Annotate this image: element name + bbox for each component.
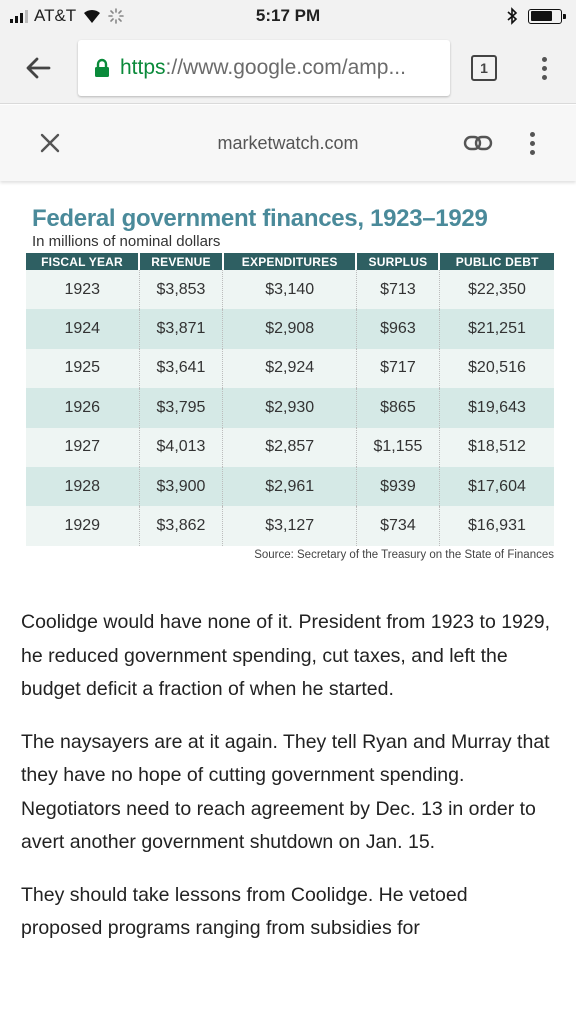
table-row: 1924 $3,871 $2,908 $963 $21,251 (26, 309, 554, 349)
url-text: https://www.google.com/amp... (120, 56, 406, 80)
table-cell: 1924 (26, 309, 140, 349)
column-header: PUBLIC DEBT (439, 253, 554, 270)
table-cell: $865 (356, 388, 440, 428)
url-rest: ://www.google.com/amp... (165, 56, 406, 79)
finance-table: FISCAL YEAR REVENUE EXPENDITURES SURPLUS PUB… (26, 253, 554, 546)
table-cell: $17,604 (439, 466, 554, 507)
table-cell: $19,643 (439, 388, 554, 428)
back-button[interactable] (20, 52, 56, 84)
browser-toolbar: https://www.google.com/amp... 1 (0, 32, 576, 104)
tab-switcher-icon[interactable]: 1 (471, 55, 497, 81)
article-paragraph: The naysayers are at it again. They tell… (21, 730, 550, 854)
table-row: 1923 $3,853 $3,140 $713 $22,350 (26, 270, 554, 310)
table-cell: $22,350 (439, 270, 554, 310)
lock-icon (95, 58, 109, 77)
amp-domain: marketwatch.com (217, 133, 359, 153)
tab-count: 1 (480, 60, 488, 76)
overflow-menu-icon[interactable] (532, 50, 556, 86)
table-cell: 1926 (26, 388, 140, 428)
table-cell: 1925 (26, 348, 140, 389)
table-cell: $3,900 (139, 466, 224, 507)
table-row: 1929 $3,862 $3,127 $734 $16,931 (26, 506, 554, 546)
table-cell: $2,908 (222, 309, 357, 349)
figure-source: Source: Secretary of the Treasury on the… (254, 548, 554, 561)
bluetooth-icon (507, 7, 518, 25)
table-cell: $3,795 (139, 388, 224, 428)
amp-overflow-menu-icon[interactable] (520, 125, 544, 161)
table-cell: $713 (356, 270, 440, 310)
loading-spinner-icon (108, 8, 124, 24)
battery-icon (528, 8, 566, 24)
figure-subtitle: In millions of nominal dollars (32, 233, 221, 250)
article-paragraph: Coolidge would have none of it. Presiden… (21, 611, 551, 700)
table-cell: $2,961 (222, 466, 357, 507)
table-cell: $3,862 (139, 506, 224, 546)
table-cell: $3,140 (222, 270, 357, 310)
back-arrow-icon (26, 57, 51, 79)
table-cell: 1927 (26, 427, 140, 467)
carrier-label: AT&T (34, 6, 77, 25)
table-cell: $1,155 (356, 427, 440, 467)
table-cell: $21,251 (439, 309, 554, 349)
address-bar[interactable]: https://www.google.com/amp... (78, 40, 450, 96)
table-cell: $2,930 (222, 388, 357, 428)
table-row: 1925 $3,641 $2,924 $717 $20,516 (26, 348, 554, 389)
clock: 5:17 PM (255, 6, 321, 25)
table-cell: $4,013 (139, 427, 224, 467)
table-cell: $18,512 (439, 427, 554, 467)
article-paragraph: They should take lessons from Coolidge. … (21, 883, 468, 940)
table-cell: $2,924 (222, 348, 357, 389)
table-row: 1928 $3,900 $2,961 $939 $17,604 (26, 466, 554, 507)
figure-title: Federal government finances, 1923–1929 (32, 205, 488, 232)
finance-table-figure: Federal government finances, 1923–1929 I… (26, 205, 554, 561)
table-row: 1926 $3,795 $2,930 $865 $19,643 (26, 388, 554, 428)
signal-strength-icon (10, 9, 28, 23)
table-cell: $3,853 (139, 270, 224, 310)
url-scheme: https (120, 56, 166, 79)
status-bar: AT&T 5:17 PM (0, 0, 576, 32)
table-cell: $16,931 (439, 506, 554, 546)
table-cell: $963 (356, 309, 440, 349)
amp-header: marketwatch.com (0, 105, 576, 181)
table-cell: $20,516 (439, 348, 554, 389)
table-cell: $3,127 (222, 506, 357, 546)
column-header: SURPLUS (356, 253, 441, 270)
table-cell: $717 (356, 348, 440, 389)
close-icon[interactable] (36, 129, 64, 157)
table-cell: $2,857 (222, 427, 357, 467)
column-header: REVENUE (139, 253, 224, 270)
column-header: FISCAL YEAR (26, 253, 141, 270)
table-cell: 1923 (26, 270, 140, 310)
table-cell: $3,641 (139, 348, 224, 389)
article-body: Coolidge would have none of it. Presiden… (21, 606, 551, 965)
table-cell: $939 (356, 466, 440, 507)
table-cell: $3,871 (139, 309, 224, 349)
table-row: 1927 $4,013 $2,857 $1,155 $18,512 (26, 427, 554, 467)
column-header: EXPENDITURES (222, 253, 358, 270)
table-cell: 1929 (26, 506, 140, 546)
table-cell: $734 (356, 506, 440, 546)
link-icon[interactable] (463, 131, 493, 155)
table-cell: 1928 (26, 466, 140, 507)
wifi-icon (84, 9, 101, 23)
table-header-row: FISCAL YEAR REVENUE EXPENDITURES SURPLUS PUB… (26, 253, 554, 270)
